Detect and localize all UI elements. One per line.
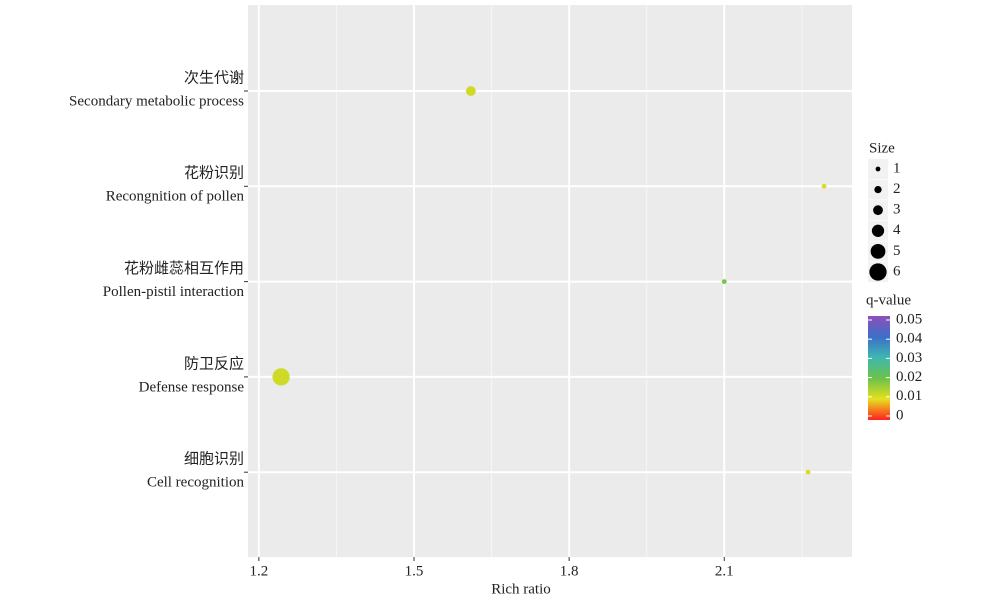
- legend-point: [870, 244, 886, 259]
- y-tick-label-en: Cell recognition: [147, 475, 245, 491]
- x-tick-label: 1.8: [560, 563, 579, 579]
- point: [721, 279, 727, 284]
- legend-point: [873, 205, 883, 216]
- x-tick-label: 2.1: [715, 563, 734, 579]
- color-tick-label: 0.04: [896, 331, 923, 347]
- point: [465, 86, 476, 96]
- y-tick-label-zh: 细胞识别: [184, 451, 244, 468]
- color-tick-label: 0.01: [896, 388, 922, 404]
- y-tick-label-zh: 花粉识别: [184, 165, 244, 182]
- legend-point: [869, 263, 887, 281]
- legend-label: 4: [893, 222, 901, 238]
- y-tick-label-zh: 次生代谢: [184, 69, 244, 86]
- legend-label: 6: [893, 263, 901, 279]
- point: [805, 469, 811, 475]
- color-legend-title: q-value: [866, 292, 911, 308]
- legend-label: 1: [893, 160, 901, 176]
- y-tick-label-zh: 防卫反应: [184, 354, 244, 372]
- point: [272, 368, 290, 386]
- legend-label: 3: [893, 202, 901, 218]
- y-tick-label-en: Pollen-pistil interaction: [103, 284, 245, 300]
- y-tick-label-en: Recongnition of pollen: [106, 189, 245, 205]
- size-legend-title: Size: [869, 140, 895, 156]
- color-bar: [868, 316, 890, 420]
- y-tick-label-zh: 花粉雌蕊相互作用: [124, 260, 244, 277]
- y-tick-label-en: Defense response: [139, 379, 245, 395]
- point: [821, 183, 827, 189]
- color-tick-label: 0: [896, 407, 904, 423]
- x-tick-label: 1.2: [249, 563, 268, 579]
- legend-point: [871, 224, 885, 237]
- legend-point: [874, 185, 882, 194]
- y-tick-label-en: Secondary metabolic process: [69, 93, 244, 109]
- x-tick-label: 1.5: [405, 563, 424, 579]
- legend-label: 2: [893, 181, 901, 197]
- color-tick-label: 0.03: [896, 350, 922, 366]
- legend-point: [875, 166, 881, 172]
- legend-label: 5: [893, 243, 901, 259]
- x-axis-title: Rich ratio: [491, 581, 551, 597]
- color-tick-label: 0.02: [896, 369, 922, 385]
- color-tick-label: 0.05: [896, 311, 922, 327]
